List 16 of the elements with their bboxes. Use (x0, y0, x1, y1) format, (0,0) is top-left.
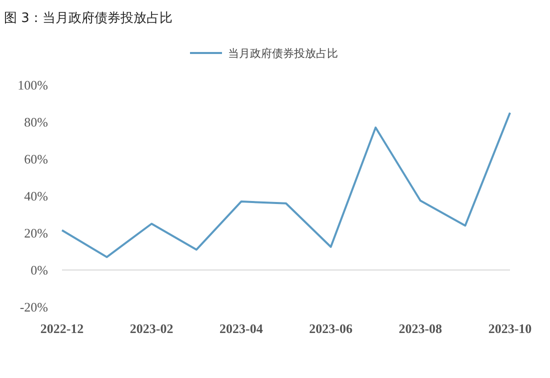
line-series (61, 112, 511, 258)
chart-title: 图 3：当月政府债券投放占比 (4, 10, 172, 26)
x-tick-label: 2023-10 (488, 321, 532, 336)
x-tick-label: 2023-06 (309, 321, 353, 336)
x-tick-label: 2023-02 (130, 321, 174, 336)
y-tick-label: 100% (18, 78, 48, 93)
y-tick-label: 80% (24, 114, 48, 130)
legend-label: 当月政府债券投放占比 (228, 47, 338, 60)
y-tick-label: 0% (30, 262, 48, 278)
y-tick-label: 20% (24, 226, 48, 241)
y-tick-label: -20% (20, 300, 48, 315)
x-tick-label: 2023-08 (398, 321, 443, 336)
x-tick-label: 2023-04 (220, 321, 264, 336)
x-tick-label: 2022-12 (40, 321, 84, 336)
y-tick-label: 40% (24, 188, 48, 204)
y-tick-label: 60% (24, 152, 48, 167)
